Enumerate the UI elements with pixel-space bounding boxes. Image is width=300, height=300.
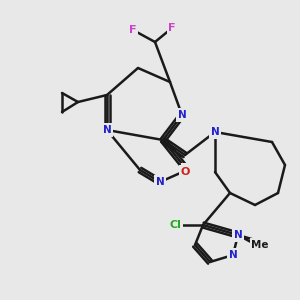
Text: N: N — [183, 165, 191, 175]
Text: Me: Me — [251, 240, 269, 250]
Text: N: N — [229, 250, 237, 260]
Text: N: N — [156, 177, 164, 187]
Text: N: N — [103, 125, 111, 135]
Text: O: O — [180, 167, 190, 177]
Text: Cl: Cl — [169, 220, 181, 230]
Text: F: F — [168, 23, 176, 33]
Text: N: N — [211, 127, 219, 137]
Text: N: N — [178, 110, 186, 120]
Text: F: F — [129, 25, 137, 35]
Text: N: N — [234, 230, 242, 240]
